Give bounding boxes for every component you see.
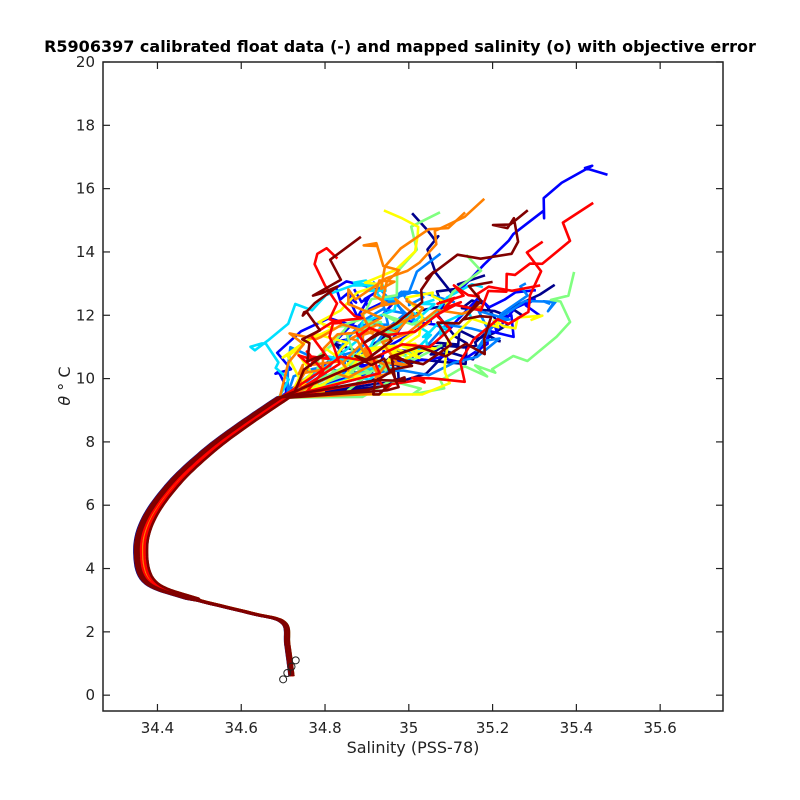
y-tick-label: 14 [76,243,95,261]
x-tick-label: 35.6 [643,719,676,737]
y-axis-label: θ ° C [55,366,74,405]
x-tick-label: 34.6 [225,719,258,737]
y-tick-label: 12 [76,306,95,324]
x-tick-label: 35.2 [476,719,509,737]
chart-title: R5906397 calibrated float data (-) and m… [44,37,756,56]
y-axis-symbol: θ [55,396,74,406]
y-tick-label: 18 [76,116,95,134]
float-profile-line [145,300,493,677]
y-tick-label: 2 [85,623,95,641]
y-tick-label: 6 [85,496,95,514]
x-tick-label: 35.4 [560,719,593,737]
x-tick-label: 35 [399,719,418,737]
y-tick-label: 10 [76,370,95,388]
y-tick-label: 0 [85,686,95,704]
mapped-point [283,669,292,678]
plot-frame [102,61,724,712]
float-profile-line [135,235,362,677]
y-tick-label: 20 [76,53,95,71]
x-tick-label: 34.8 [308,719,341,737]
y-axis-unit: ° C [55,366,74,390]
mapped-point [279,675,288,684]
y-tick-label: 8 [85,433,95,451]
x-axis: 34.4 34.6 34.8 35 35.2 35.4 35.6 [141,62,677,737]
mapped-point [291,656,300,665]
x-axis-label: Salinity (PSS-78) [347,738,480,757]
y-axis: 0 2 4 6 8 10 12 14 16 18 20 [76,53,723,704]
y-tick-label: 4 [85,560,95,578]
mapped-point [287,662,296,671]
x-tick-label: 34.4 [141,719,174,737]
float-profiles [133,164,608,677]
y-tick-label: 16 [76,180,95,198]
mapped-salinity-points [279,656,300,684]
